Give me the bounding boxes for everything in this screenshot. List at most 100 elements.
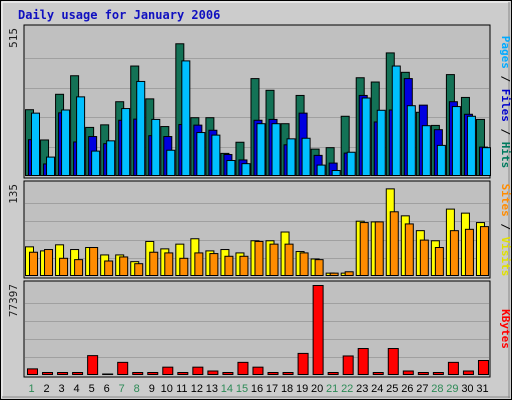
bar-sites-day-20 <box>314 259 324 277</box>
day-label-16: 16 <box>251 383 263 395</box>
day-label-27: 27 <box>416 383 428 395</box>
bar-kbytes-day-9 <box>147 371 159 375</box>
bar-pages-day-2 <box>46 156 56 176</box>
legend-separator: / <box>499 217 512 237</box>
bar-kbytes-day-29 <box>447 361 459 375</box>
day-label-29: 29 <box>446 383 458 395</box>
bar-kbytes-day-11 <box>177 371 189 375</box>
bar-pages-day-5 <box>91 150 101 176</box>
bar-pages-day-27 <box>421 125 431 176</box>
day-label-30: 30 <box>461 383 473 395</box>
panel-background <box>23 280 491 378</box>
bar-sites-day-10 <box>164 252 174 277</box>
bar-pages-day-13 <box>211 134 221 176</box>
bar-pages-day-22 <box>346 151 356 177</box>
chart-panels: 515 Pages / Files / Hits 135 Sites / Visits… <box>7 24 512 378</box>
bar-sites-day-8 <box>134 263 144 277</box>
panel-legend: Pages / Files / Hits <box>499 36 512 169</box>
bar-sites-day-16 <box>254 240 264 277</box>
bar-pages-day-30 <box>466 115 476 176</box>
bar-sites-day-26 <box>404 223 414 277</box>
bar-kbytes-day-5 <box>87 355 99 375</box>
bar-kbytes-day-15 <box>237 361 249 375</box>
day-label-18: 18 <box>281 383 293 395</box>
bar-pages-day-8 <box>136 80 146 176</box>
panel-max-label: 77397 <box>7 284 20 317</box>
bar-pages-day-10 <box>166 149 176 177</box>
bar-sites-day-6 <box>104 260 114 277</box>
bar-kbytes-day-8 <box>132 371 144 375</box>
legend-separator: / <box>499 122 512 142</box>
bar-kbytes-day-7 <box>117 361 129 375</box>
bar-kbytes-day-2 <box>42 371 54 375</box>
bar-pages-day-11 <box>181 60 191 177</box>
bar-pages-day-19 <box>301 137 311 176</box>
bar-pages-day-24 <box>376 109 386 176</box>
legend-separator: / <box>499 69 512 89</box>
bar-pages-day-16 <box>256 123 266 176</box>
bar-kbytes-day-31 <box>477 359 489 376</box>
day-label-4: 4 <box>74 383 80 395</box>
bar-kbytes-day-10 <box>162 366 174 376</box>
day-label-10: 10 <box>161 383 173 395</box>
bar-kbytes-day-22 <box>342 355 354 375</box>
panel-legend: KBytes <box>499 309 512 349</box>
day-label-24: 24 <box>371 383 383 395</box>
panel-visits-sites: 135 Sites / Visits <box>7 180 512 279</box>
day-label-13: 13 <box>206 383 218 395</box>
bar-pages-day-21 <box>331 170 341 177</box>
day-label-12: 12 <box>191 383 203 395</box>
bar-sites-day-31 <box>479 226 489 276</box>
bar-sites-day-29 <box>449 230 459 276</box>
bar-kbytes-day-30 <box>462 370 474 375</box>
bar-kbytes-day-17 <box>267 371 279 375</box>
bar-pages-day-25 <box>391 65 401 176</box>
legend-files: Files <box>499 89 512 122</box>
legend-pages: Pages <box>499 36 512 69</box>
bar-sites-day-2 <box>44 249 54 276</box>
bar-sites-day-9 <box>149 251 159 277</box>
bar-sites-day-11 <box>179 257 189 276</box>
legend-hits: Hits <box>499 142 512 169</box>
panel-max-label: 515 <box>7 28 20 48</box>
bar-sites-day-22 <box>344 271 354 277</box>
legend-kbytes: KBytes <box>499 309 512 349</box>
bar-kbytes-day-13 <box>207 370 219 375</box>
bar-kbytes-day-20 <box>312 285 324 375</box>
bar-kbytes-day-18 <box>282 371 294 375</box>
bar-pages-day-6 <box>106 140 116 176</box>
bar-pages-day-7 <box>121 108 131 176</box>
bar-sites-day-7 <box>119 256 129 276</box>
bar-kbytes-day-1 <box>27 368 38 375</box>
day-label-5: 5 <box>89 383 95 395</box>
panel-max-label: 135 <box>7 184 20 204</box>
bar-pages-day-20 <box>316 164 326 176</box>
bar-sites-day-4 <box>74 259 84 277</box>
bar-pages-day-12 <box>196 132 206 177</box>
bar-sites-day-24 <box>374 221 384 276</box>
bar-pages-day-3 <box>61 109 71 176</box>
panel-kbytes: 77397 KBytes <box>7 280 512 378</box>
panel-pages-files-hits: 515 Pages / Files / Hits <box>7 24 512 179</box>
bar-pages-day-28 <box>436 144 446 176</box>
bar-kbytes-day-16 <box>252 366 264 376</box>
day-label-19: 19 <box>296 383 308 395</box>
day-label-22: 22 <box>341 383 353 395</box>
bar-sites-day-1 <box>29 251 38 277</box>
chart-title: Daily usage for January 2006 <box>18 8 220 22</box>
bar-kbytes-day-28 <box>432 371 444 375</box>
day-label-25: 25 <box>386 383 398 395</box>
day-axis-labels: 1 2 3 4 5 6 7 8 9 10 11 12 13 14 15 16 17 18 19 20 21 22 23 24 2… <box>28 383 488 395</box>
bar-sites-day-28 <box>434 247 444 277</box>
bar-sites-day-15 <box>239 255 249 276</box>
bar-sites-day-13 <box>209 253 219 276</box>
bar-pages-day-18 <box>286 138 296 176</box>
bar-kbytes-day-25 <box>387 348 399 376</box>
day-label-6: 6 <box>104 383 110 395</box>
legend-sites: Sites <box>499 184 512 217</box>
day-label-2: 2 <box>43 383 49 395</box>
bar-pages-day-23 <box>361 97 371 176</box>
bar-kbytes-day-19 <box>297 352 309 376</box>
bar-sites-day-25 <box>389 211 399 277</box>
bar-kbytes-day-23 <box>357 348 369 376</box>
